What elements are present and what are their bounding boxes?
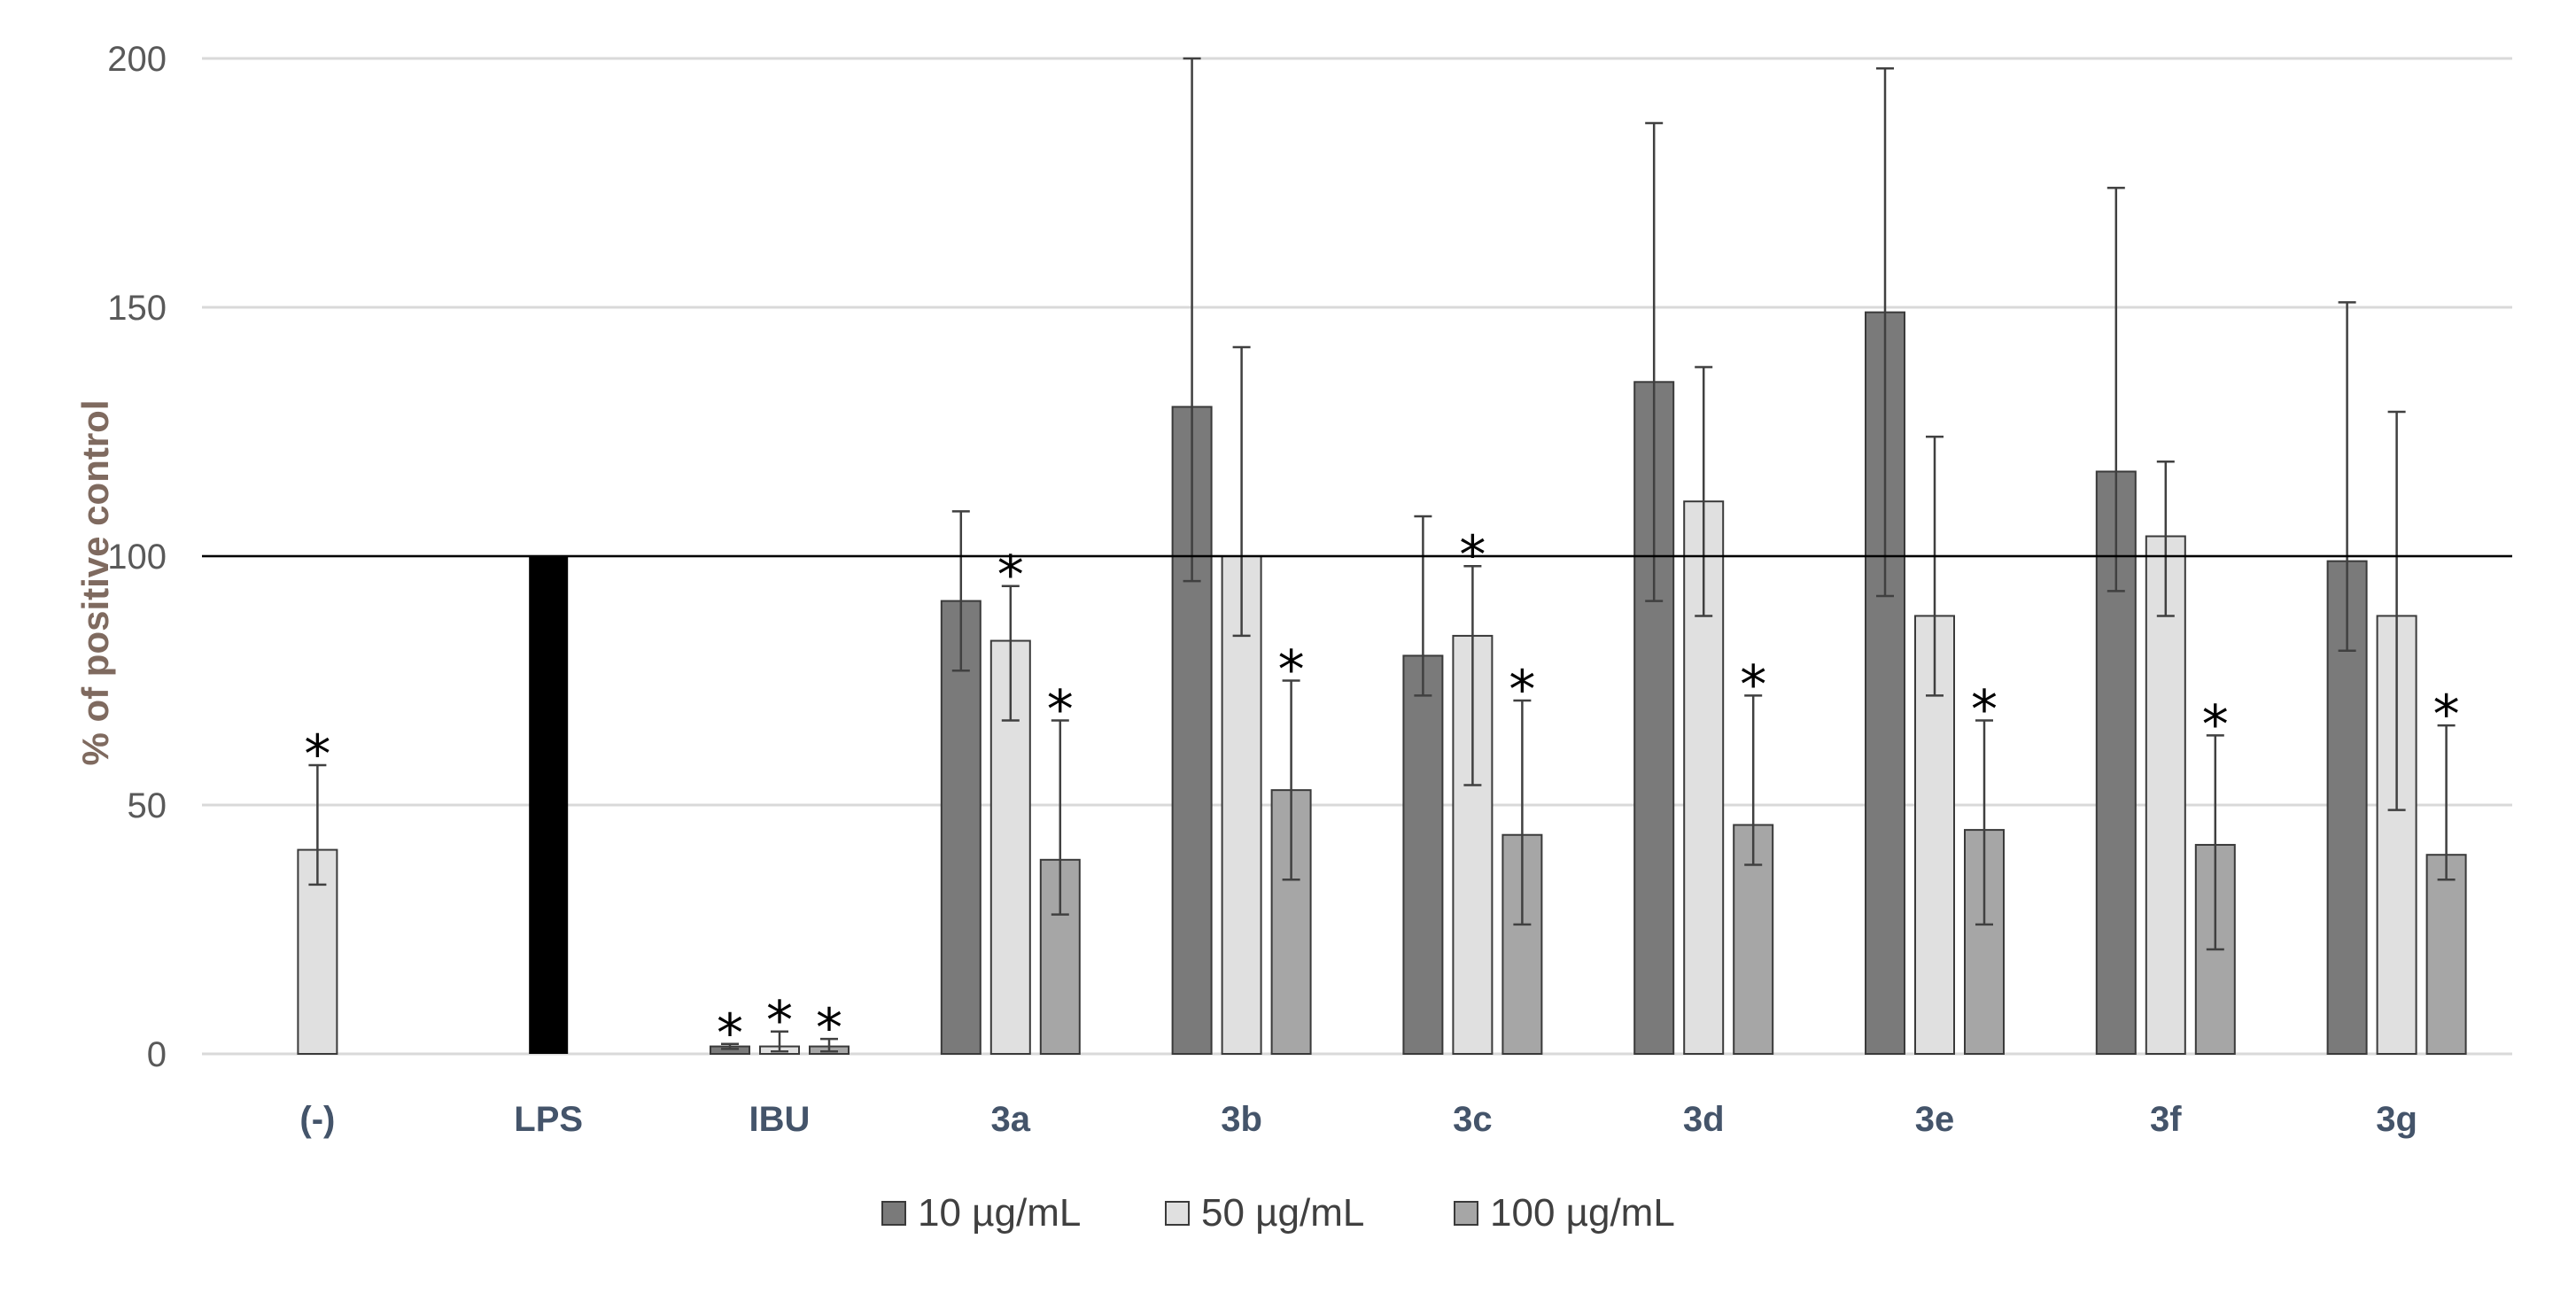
legend-label: 100 µg/mL: [1490, 1191, 1675, 1235]
significance-marker: *: [2202, 693, 2229, 755]
error-bar-3f-series-1: [2107, 186, 2125, 592]
error-bar-3d-series-3: [1744, 694, 1763, 866]
error-bar-ibu-series-2: [771, 1030, 788, 1053]
error-bar-3e-series-1: [1876, 66, 1894, 598]
error-bar-3c-series-2: [1463, 564, 1482, 786]
significance-marker: *: [2433, 684, 2460, 746]
error-bars: [308, 57, 2456, 1053]
legend-item-1: 10 µg/mL: [881, 1191, 1081, 1235]
legend-swatch: [1165, 1201, 1190, 1226]
y-tick-label: 100: [107, 538, 167, 577]
legend-label: 50 µg/mL: [1201, 1191, 1364, 1235]
error-bar-3a-series-3: [1051, 719, 1069, 916]
x-tick-label-3d: 3d: [1683, 1100, 1725, 1139]
significance-marker: *: [1971, 678, 1998, 740]
x-tick-label-ibu: IBU: [749, 1100, 811, 1139]
error-bar-3g-series-2: [2387, 410, 2406, 811]
error-bar-3d-series-2: [1695, 366, 1713, 617]
legend-swatch: [881, 1201, 906, 1226]
x-tick-label-3a: 3a: [991, 1100, 1031, 1139]
bar-3f-series-2: [2145, 535, 2186, 1055]
legend-swatch: [1454, 1201, 1478, 1226]
x-tick-label-3g: 3g: [2376, 1100, 2417, 1139]
error-bar-3f-series-3: [2206, 734, 2224, 951]
error-bar-3d-series-1: [1645, 121, 1664, 602]
error-bar-3b-series-1: [1183, 57, 1201, 583]
significance-marker: *: [304, 724, 330, 786]
significance-markers: ** * ****** * * * *: [304, 524, 2459, 1065]
y-tick-label: 200: [107, 40, 167, 79]
error-bar-3c-series-1: [1414, 515, 1432, 697]
error-bar-3b-series-2: [1232, 345, 1251, 638]
x-tick-label-neg: (-): [299, 1100, 335, 1139]
error-bar-3b-series-3: [1282, 679, 1300, 881]
x-tick-label-3f: 3f: [2150, 1100, 2182, 1139]
error-bar-3c-series-3: [1513, 699, 1532, 926]
legend-label: 10 µg/mL: [918, 1191, 1081, 1235]
legend: 10 µg/mL 50 µg/mL 100 µg/mL: [881, 1191, 1675, 1235]
significance-marker: *: [766, 990, 793, 1052]
significance-marker: *: [1509, 659, 1535, 721]
x-axis-labels: (-) LPS IBU 3a 3b 3c 3d 3e 3f 3g: [299, 1100, 2417, 1139]
y-tick-label: 150: [107, 289, 167, 328]
error-bar-ibu-series-3: [820, 1037, 838, 1053]
bar-3b-series-2: [1221, 555, 1262, 1055]
error-bar-3a-series-2: [1001, 585, 1020, 722]
x-tick-label-3e: 3e: [1915, 1100, 1955, 1139]
error-bar-ibu-series-1: [721, 1042, 739, 1050]
error-bar-3g-series-1: [2338, 301, 2356, 653]
x-tick-label-lps: LPS: [514, 1100, 583, 1139]
error-bar-3e-series-3: [1975, 719, 1993, 926]
significance-marker: *: [816, 997, 842, 1059]
significance-marker: *: [717, 1003, 743, 1065]
y-axis-ticks: 0 50 100 150 200: [107, 40, 167, 1074]
bar-3c-series-1: [1402, 654, 1444, 1056]
significance-marker: *: [1047, 678, 1074, 740]
x-tick-label-3b: 3b: [1221, 1100, 1262, 1139]
bar-positive-control: [529, 556, 569, 1054]
y-axis-title: % of positive control: [74, 399, 116, 765]
significance-marker: *: [1740, 654, 1766, 716]
y-tick-label: 0: [147, 1035, 167, 1074]
legend-item-2: 50 µg/mL: [1165, 1191, 1364, 1235]
y-tick-label: 50: [128, 786, 167, 825]
error-bar-3g-series-3: [2437, 724, 2456, 881]
significance-marker: *: [997, 545, 1024, 607]
error-bar-3a-series-1: [951, 510, 970, 672]
error-bar-3f-series-2: [2156, 460, 2175, 617]
bar-3g-series-3: [2425, 854, 2467, 1056]
x-tick-label-3c: 3c: [1453, 1100, 1493, 1139]
error-bar-neg-series-2: [308, 763, 327, 887]
legend-item-3: 100 µg/mL: [1454, 1191, 1675, 1235]
error-bar-3e-series-2: [1926, 435, 1944, 697]
significance-marker: *: [1278, 639, 1305, 701]
